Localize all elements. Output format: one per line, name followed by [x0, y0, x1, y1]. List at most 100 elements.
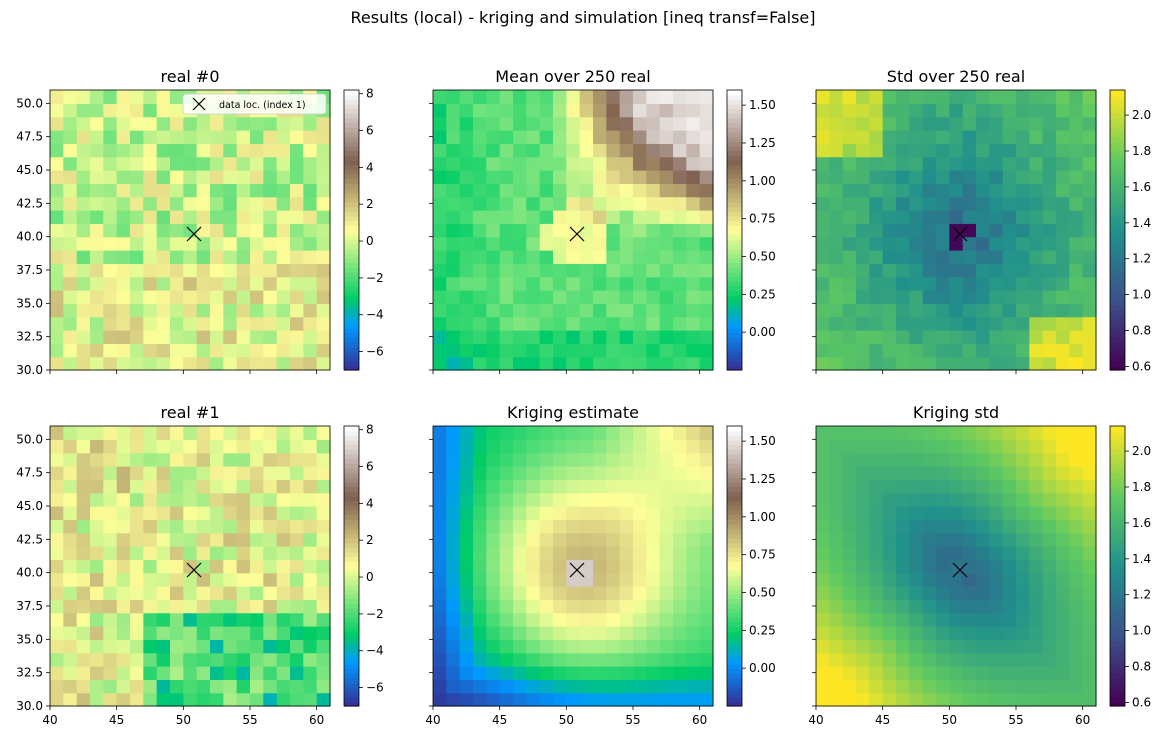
heatmap-cell: [116, 356, 131, 371]
heatmap-cell: [210, 466, 224, 480]
heatmap-cell: [63, 196, 78, 211]
heatmap-cell: [486, 263, 501, 278]
heatmap-cell: [699, 479, 714, 494]
heatmap-cell: [76, 479, 91, 494]
heatmap-cell: [842, 196, 857, 211]
heatmap-cell: [143, 692, 158, 707]
heatmap-cell: [842, 116, 857, 131]
heatmap-cell: [1029, 303, 1044, 318]
heatmap-cell: [869, 426, 884, 440]
heatmap-cell: [842, 599, 857, 614]
heatmap-cell: [1056, 639, 1070, 654]
heatmap-cell: [1016, 170, 1030, 184]
heatmap-cell: [882, 303, 897, 318]
heatmap-cell: [1082, 639, 1097, 654]
heatmap-cell: [856, 170, 870, 184]
heatmap-cell: [882, 639, 897, 654]
heatmap-cell: [659, 130, 674, 144]
heatmap-cell: [949, 290, 964, 304]
heatmap-cell: [1029, 210, 1044, 224]
heatmap-cell: [579, 519, 594, 534]
heatmap-cell: [949, 143, 964, 158]
heatmap-cell: [1082, 250, 1097, 264]
heatmap-cell: [76, 666, 91, 680]
heatmap-cell: [699, 143, 714, 158]
colorbar-segment: [344, 216, 359, 222]
heatmap-cell: [962, 532, 977, 547]
heatmap-cell: [526, 492, 541, 507]
heatmap-cell: [1016, 103, 1030, 118]
heatmap-cell: [619, 652, 634, 667]
heatmap-cell: [816, 546, 830, 560]
heatmap-cell: [210, 679, 224, 694]
heatmap-cell: [842, 439, 857, 454]
heatmap-cell: [63, 559, 78, 574]
heatmap-cell: [1016, 586, 1030, 600]
heatmap-cell: [250, 276, 264, 291]
y-tick-label: 35.0: [16, 296, 43, 310]
heatmap-cell: [290, 170, 304, 184]
heatmap-cell: [183, 316, 198, 331]
heatmap-cell: [896, 276, 910, 291]
heatmap-cell: [856, 116, 870, 131]
heatmap-cell: [896, 156, 910, 171]
heatmap-cell: [499, 276, 514, 291]
heatmap-cell: [276, 330, 291, 344]
heatmap-cell: [143, 236, 158, 251]
heatmap-cell: [1082, 356, 1097, 371]
heatmap-cell: [303, 316, 318, 331]
colorbar-segment: [1110, 108, 1125, 114]
heatmap-cell: [909, 532, 924, 547]
heatmap-cell: [513, 330, 527, 344]
heatmap-cell: [156, 492, 171, 507]
heatmap-cell: [579, 103, 594, 118]
heatmap-cell: [303, 263, 318, 278]
heatmap-cell: [922, 532, 937, 547]
colorbar-segment: [727, 122, 742, 128]
heatmap-cell: [143, 183, 158, 198]
heatmap-cell: [1056, 612, 1070, 627]
heatmap-cell: [290, 303, 304, 318]
heatmap-cell: [1056, 196, 1070, 211]
heatmap-cell: [566, 692, 581, 707]
heatmap-cell: [526, 666, 541, 680]
heatmap-cell: [1056, 303, 1070, 318]
heatmap-cell: [1042, 599, 1057, 614]
heatmap-cell: [856, 452, 870, 467]
colorbar-segment: [344, 290, 359, 296]
heatmap-cell: [646, 210, 661, 224]
heatmap-cell: [156, 452, 171, 467]
heatmap-cell: [989, 626, 1004, 640]
heatmap-cell: [633, 479, 647, 494]
heatmap-cell: [316, 439, 331, 454]
heatmap-cell: [183, 466, 198, 480]
heatmap-cell: [316, 330, 331, 344]
heatmap-cell: [962, 303, 977, 318]
heatmap-cell: [989, 143, 1004, 158]
heatmap-cell: [170, 626, 184, 640]
heatmap-cell: [909, 652, 924, 667]
heatmap-cell: [1056, 492, 1070, 507]
heatmap-cell: [606, 210, 621, 224]
heatmap-cell: [526, 679, 541, 694]
heatmap-cell: [566, 330, 581, 344]
heatmap-cell: [646, 196, 661, 211]
heatmap-cell: [896, 652, 910, 667]
heatmap-cell: [936, 90, 950, 104]
heatmap-cell: [1029, 356, 1044, 371]
y-tick-label: 32.5: [16, 666, 43, 680]
heatmap-cell: [539, 343, 554, 358]
heatmap-cell: [473, 250, 487, 264]
heatmap-cell: [499, 452, 514, 467]
heatmap-cell: [593, 236, 607, 251]
heatmap-cell: [856, 639, 870, 654]
heatmap-cell: [1069, 103, 1084, 118]
heatmap-cell: [949, 439, 964, 454]
heatmap-cell: [526, 170, 541, 184]
heatmap-cell: [223, 506, 238, 520]
heatmap-cell: [63, 626, 78, 640]
heatmap-cell: [686, 250, 701, 264]
heatmap-cell: [526, 559, 541, 574]
heatmap-cell: [869, 639, 884, 654]
